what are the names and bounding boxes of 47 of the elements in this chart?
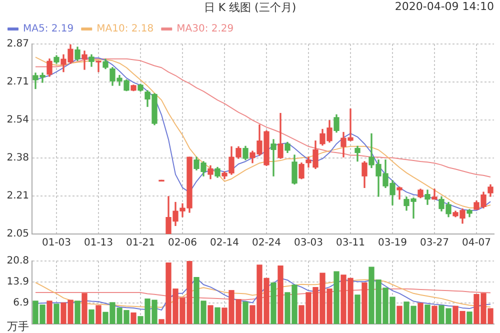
x-tick-label: 01-13 — [84, 238, 114, 249]
bar — [82, 293, 88, 324]
legend-label: MA5: 2.19 — [23, 24, 74, 35]
y-axis-title: 万手 — [7, 320, 29, 333]
bar — [88, 309, 94, 324]
legend-label: MA10: 2.18 — [96, 24, 154, 35]
bar — [74, 300, 80, 324]
y-tick-label: 2.21 — [6, 190, 29, 202]
y-tick-label: 6.9 — [13, 298, 29, 309]
y-tick-label: 2.54 — [6, 114, 29, 126]
bar — [214, 307, 220, 324]
x-tick-label: 02-24 — [252, 238, 282, 249]
x-tick-label: 03-27 — [420, 238, 450, 249]
x-tick-label: 02-06 — [168, 238, 198, 249]
bar — [432, 306, 438, 324]
bar — [334, 271, 340, 324]
x-tick-label: 04-07 — [462, 238, 492, 249]
y-tick-label: 2.05 — [6, 228, 29, 240]
bar — [130, 312, 136, 324]
y-tick-label: 2.87 — [6, 38, 29, 50]
y-tick-label: 20.8 — [6, 256, 29, 267]
bar — [396, 306, 402, 324]
bar — [270, 282, 276, 324]
bar — [354, 294, 360, 324]
y-tick-label: 2.38 — [6, 152, 29, 164]
bar — [208, 305, 214, 324]
chart-title: 日 K 线图 (三个月) — [204, 1, 296, 14]
chart-subtitle: 2020-04-09 14:10 — [394, 0, 494, 13]
bar — [242, 302, 248, 324]
bar — [362, 282, 368, 324]
bar — [54, 304, 60, 324]
y-tick-label: 2.71 — [6, 76, 29, 88]
bar — [278, 266, 284, 324]
candlestick — [96, 60, 102, 72]
x-tick-label: 01-03 — [42, 238, 72, 249]
x-tick-label: 03-19 — [378, 238, 408, 249]
y-tick-label: 13.9 — [6, 276, 29, 288]
x-tick-label: 03-03 — [294, 238, 324, 249]
bar — [46, 300, 52, 324]
x-tick-label: 01-21 — [126, 238, 156, 249]
bar — [424, 304, 430, 324]
legend-label: MA30: 2.29 — [176, 24, 234, 35]
x-tick-label: 02-14 — [210, 238, 240, 249]
bar — [466, 312, 472, 324]
bar — [418, 302, 424, 324]
bar — [96, 305, 102, 324]
x-tick-label: 03-11 — [336, 238, 366, 249]
